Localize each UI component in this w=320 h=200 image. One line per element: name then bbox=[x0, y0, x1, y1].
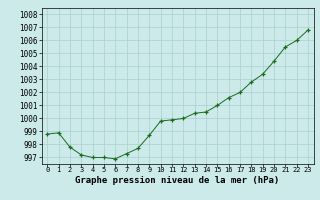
X-axis label: Graphe pression niveau de la mer (hPa): Graphe pression niveau de la mer (hPa) bbox=[76, 176, 280, 185]
